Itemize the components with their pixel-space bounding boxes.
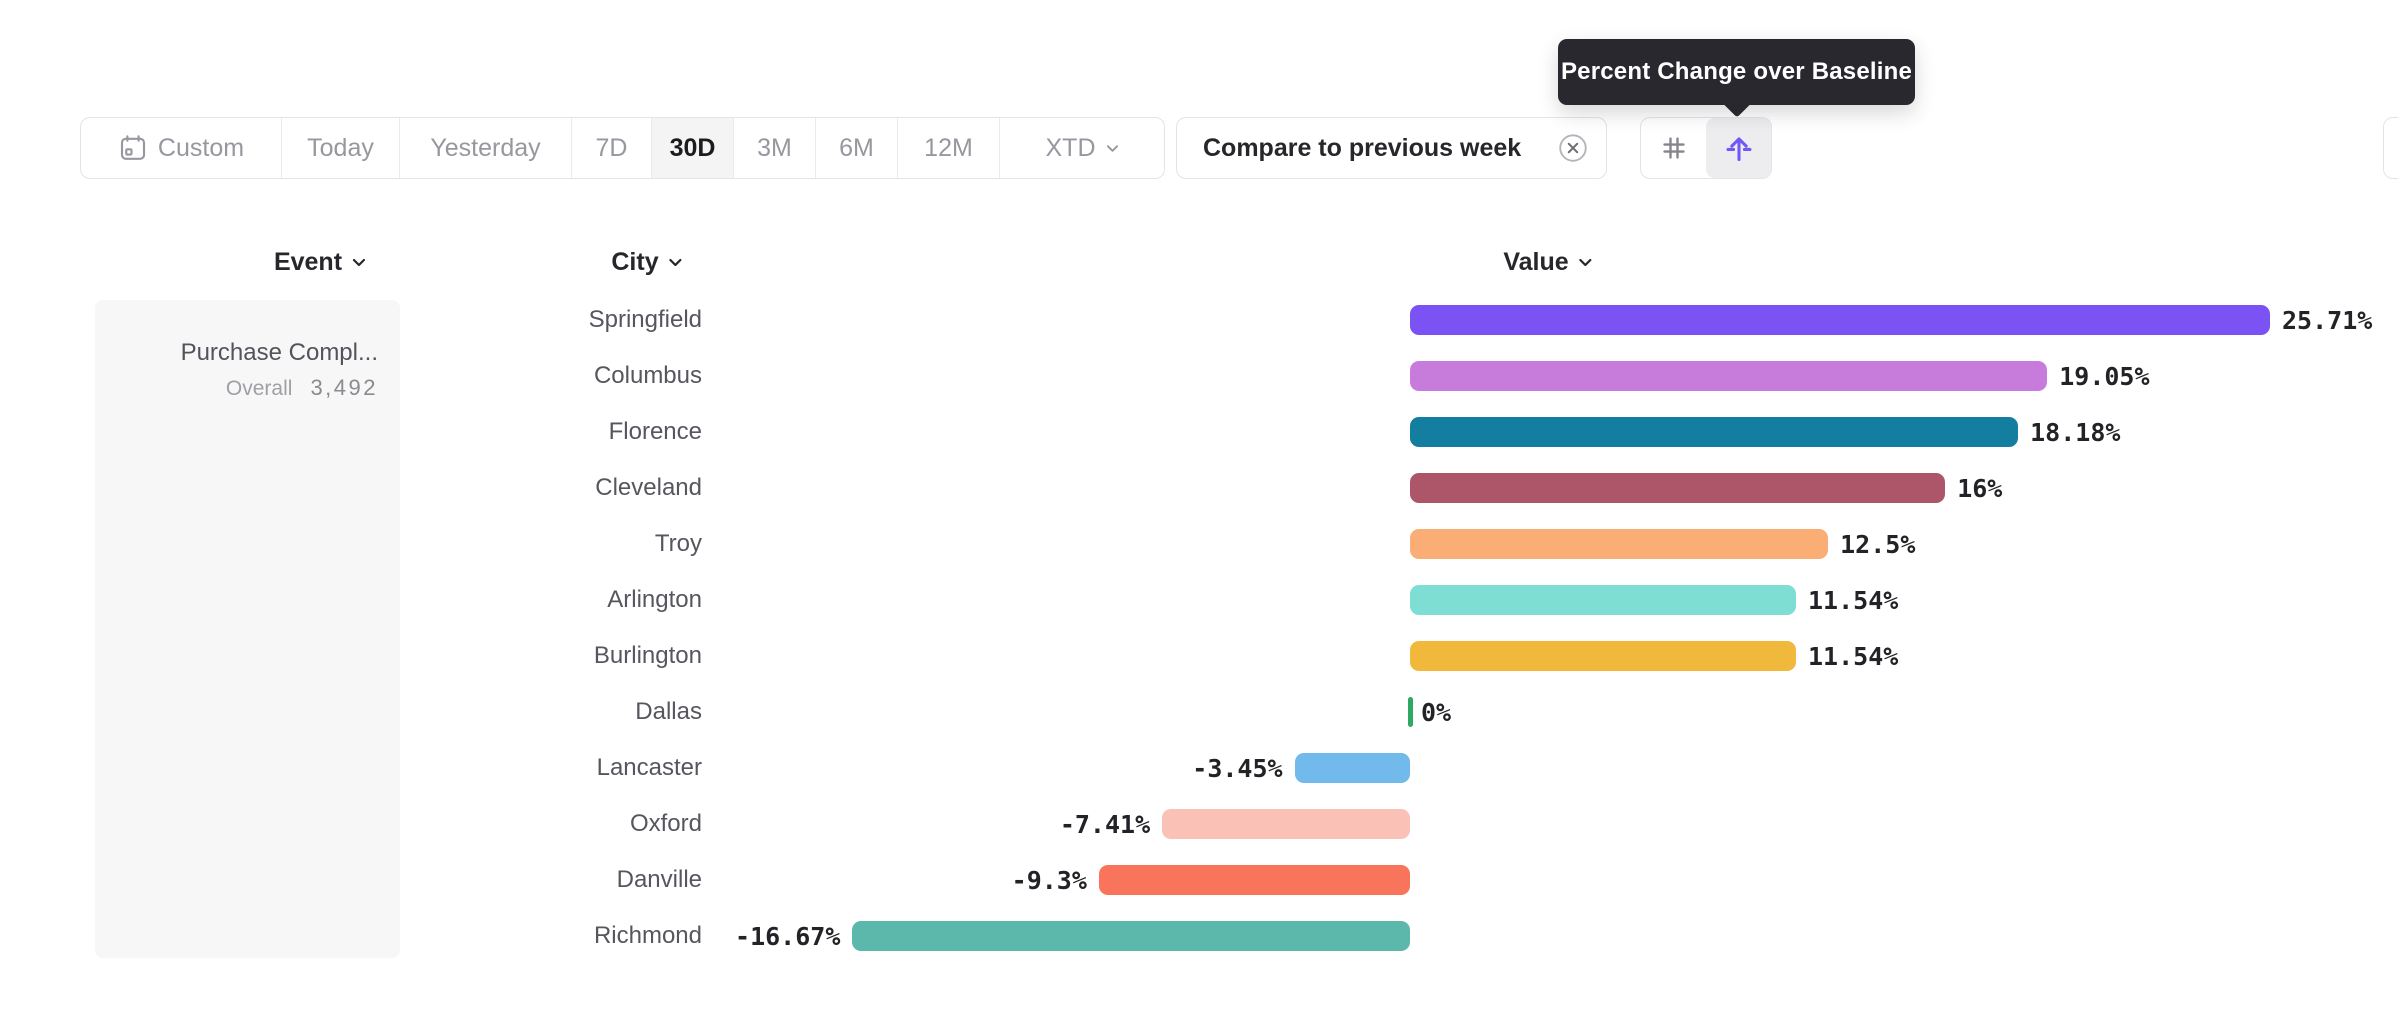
city-label: Cleveland <box>595 474 702 501</box>
bar-columbus[interactable] <box>1410 361 2048 391</box>
value-label: -7.41% <box>1059 810 1151 839</box>
date-range-label: Custom <box>157 133 245 162</box>
chevron-down-icon <box>1106 144 1119 153</box>
bar-danville[interactable] <box>1098 865 1410 895</box>
compare-chip-label: Compare to previous week <box>1203 133 1522 162</box>
toggle-percent-change[interactable] <box>1706 118 1771 178</box>
city-label: Troy <box>654 530 702 557</box>
clipped-edge-button[interactable] <box>2383 117 2398 179</box>
city-label: Dallas <box>635 698 702 725</box>
event-card-subtitle: Overall 3,492 <box>95 374 378 403</box>
chart-row: Columbus 19.05% <box>0 348 2398 404</box>
city-label: Arlington <box>607 586 702 613</box>
city-label: Springfield <box>588 306 702 333</box>
value-label: 11.54% <box>1808 586 1899 615</box>
bar-arlington[interactable] <box>1410 585 1796 615</box>
tooltip-text: Percent Change over Baseline <box>1560 58 1913 85</box>
city-label: Lancaster <box>596 754 702 781</box>
chart-row: Danville -9.3% <box>0 852 2398 908</box>
column-header-value[interactable]: Value <box>1503 240 1592 284</box>
date-range-label: XTD <box>1045 133 1096 162</box>
baseline-arrow-icon <box>1723 132 1755 164</box>
date-range-today[interactable]: Today <box>281 118 399 178</box>
calendar-icon <box>118 133 148 163</box>
date-range-label: 7D <box>595 133 628 162</box>
value-label: -16.67% <box>735 922 841 951</box>
value-label: -9.3% <box>1011 866 1087 895</box>
bar-cleveland[interactable] <box>1410 473 1946 503</box>
chart-row: Troy 12.5% <box>0 516 2398 572</box>
bar-richmond[interactable] <box>852 921 1410 951</box>
date-range-label: Yesterday <box>430 133 541 162</box>
date-range-xtd[interactable]: XTD <box>999 118 1164 178</box>
date-range-3m[interactable]: 3M <box>733 118 815 178</box>
chart-row: Cleveland 16% <box>0 460 2398 516</box>
chart-row: Richmond -16.67% <box>0 908 2398 964</box>
hash-icon <box>1659 133 1689 163</box>
value-label: 25.71% <box>2281 306 2373 335</box>
date-range-custom[interactable]: Custom <box>81 118 281 178</box>
bar-burlington[interactable] <box>1410 641 1796 671</box>
city-label: Richmond <box>593 922 702 949</box>
chart-row: Oxford -7.41% <box>0 796 2398 852</box>
chevron-down-icon <box>669 258 683 267</box>
value-label: -3.45% <box>1192 754 1283 783</box>
value-display-toggle <box>1640 117 1772 179</box>
date-range-toolbar: Custom Today Yesterday 7D 30D 3M 6M 12M XTD <box>80 117 1165 179</box>
date-range-12m[interactable]: 12M <box>897 118 999 178</box>
date-range-30d[interactable]: 30D <box>651 118 733 178</box>
compare-chip[interactable]: Compare to previous week <box>1176 117 1607 179</box>
event-card-title: Purchase Compl... <box>180 339 378 366</box>
bar-florence[interactable] <box>1410 417 2019 447</box>
value-label: 11.54% <box>1808 642 1899 671</box>
column-header-value-label: Value <box>1503 247 1569 276</box>
column-header-city[interactable]: City <box>611 240 682 284</box>
city-label: Oxford <box>629 810 702 837</box>
date-range-7d[interactable]: 7D <box>571 118 651 178</box>
bar-oxford[interactable] <box>1162 809 1410 839</box>
event-card-overall-label: Overall <box>225 377 293 400</box>
date-range-6m[interactable]: 6M <box>815 118 897 178</box>
tooltip: Percent Change over Baseline <box>1558 39 1915 105</box>
bar-lancaster[interactable] <box>1294 753 1410 783</box>
chart-row: Lancaster -3.45% <box>0 740 2398 796</box>
value-label: 18.18% <box>2030 418 2121 447</box>
date-range-label: 12M <box>924 133 973 162</box>
x-circle-icon[interactable] <box>1558 133 1588 163</box>
value-label: 16% <box>1957 474 2003 503</box>
event-card-overall-value: 3,492 <box>310 375 378 400</box>
value-label: 12.5% <box>1840 530 1916 559</box>
chart-row: Dallas 0% <box>0 684 2398 740</box>
chevron-down-icon <box>1579 258 1593 267</box>
chart-row: Arlington 11.54% <box>0 572 2398 628</box>
city-label: Danville <box>616 866 702 893</box>
chevron-down-icon <box>352 258 366 267</box>
date-range-label: 3M <box>757 133 792 162</box>
value-label: 19.05% <box>2059 362 2150 391</box>
column-header-city-label: City <box>611 247 659 276</box>
chart-row: Springfield 25.71% <box>0 292 2398 348</box>
chart-row: Florence 18.18% <box>0 404 2398 460</box>
date-range-label: Today <box>307 133 374 162</box>
bar-dallas[interactable] <box>1408 697 1413 727</box>
bar-troy[interactable] <box>1410 529 1829 559</box>
column-header-event-label: Event <box>273 247 343 276</box>
toggle-absolute-values[interactable] <box>1641 118 1706 178</box>
chart-row: Burlington 11.54% <box>0 628 2398 684</box>
value-label: 0% <box>1421 698 1452 727</box>
date-range-label: 6M <box>839 133 874 162</box>
date-range-yesterday[interactable]: Yesterday <box>399 118 571 178</box>
city-label: Columbus <box>593 362 702 389</box>
bar-springfield[interactable] <box>1410 305 2270 335</box>
event-card[interactable]: Purchase Compl... Overall 3,492 <box>95 300 400 958</box>
column-header-event[interactable]: Event <box>274 240 366 284</box>
city-label: Burlington <box>593 642 702 669</box>
city-label: Florence <box>608 418 702 445</box>
date-range-label: 30D <box>669 133 716 162</box>
